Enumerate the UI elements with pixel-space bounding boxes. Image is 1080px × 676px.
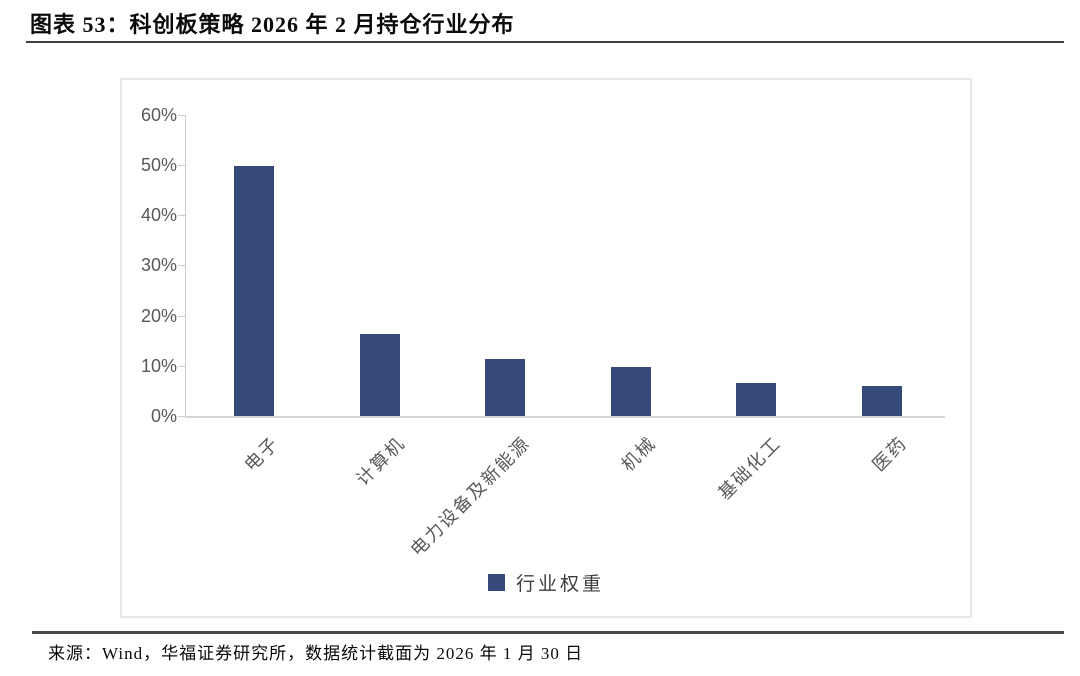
x-axis-label-text: 医药 — [868, 432, 911, 476]
bar — [359, 334, 400, 416]
x-axis-label-text: 计算机 — [351, 432, 409, 490]
chart-area: 0% 10% 20% 30% 40% 50% 60% 电子 计算机 电力设备及新能源 机械 基础化工 医… — [120, 78, 972, 618]
y-tick-label: 60% — [140, 104, 177, 125]
x-axis-label-text: 电力设备及新能源 — [406, 432, 534, 561]
bar — [736, 383, 776, 416]
legend-swatch-icon — [487, 574, 505, 591]
y-tick-label: 20% — [140, 305, 177, 326]
y-tick-mark — [178, 215, 185, 217]
source-text: 来源：Wind，华福证券研究所，数据统计截面为 2026 年 1 月 30 日 — [48, 644, 584, 663]
y-axis-line — [185, 115, 186, 417]
title-rule — [26, 41, 1064, 43]
y-tick-label: 40% — [140, 205, 177, 226]
bar — [610, 367, 651, 416]
y-tick-label: 10% — [140, 355, 177, 376]
x-axis-line — [185, 416, 945, 418]
bar — [485, 359, 525, 416]
legend-label: 行业权重 — [515, 574, 604, 595]
y-tick-label: 50% — [140, 155, 177, 176]
bar — [234, 166, 274, 416]
chart-title: 图表 53：科创板策略 2026 年 2 月持仓行业分布 — [30, 12, 515, 37]
y-tick-mark — [178, 165, 185, 167]
y-tick-mark — [178, 365, 185, 367]
y-tick-mark — [178, 416, 185, 417]
x-axis-label-text: 机械 — [617, 432, 660, 476]
y-tick-label: 30% — [140, 255, 177, 276]
y-tick-mark — [178, 265, 185, 267]
y-tick-mark — [178, 315, 185, 317]
x-axis-label-text: 电子 — [240, 432, 283, 476]
y-tick-mark — [178, 114, 185, 116]
y-tick-label: 0% — [150, 406, 177, 426]
legend: 行业权重 — [122, 569, 970, 596]
bottom-rule — [32, 631, 1064, 634]
x-axis-label-text: 基础化工 — [714, 432, 785, 504]
bar — [861, 386, 902, 416]
